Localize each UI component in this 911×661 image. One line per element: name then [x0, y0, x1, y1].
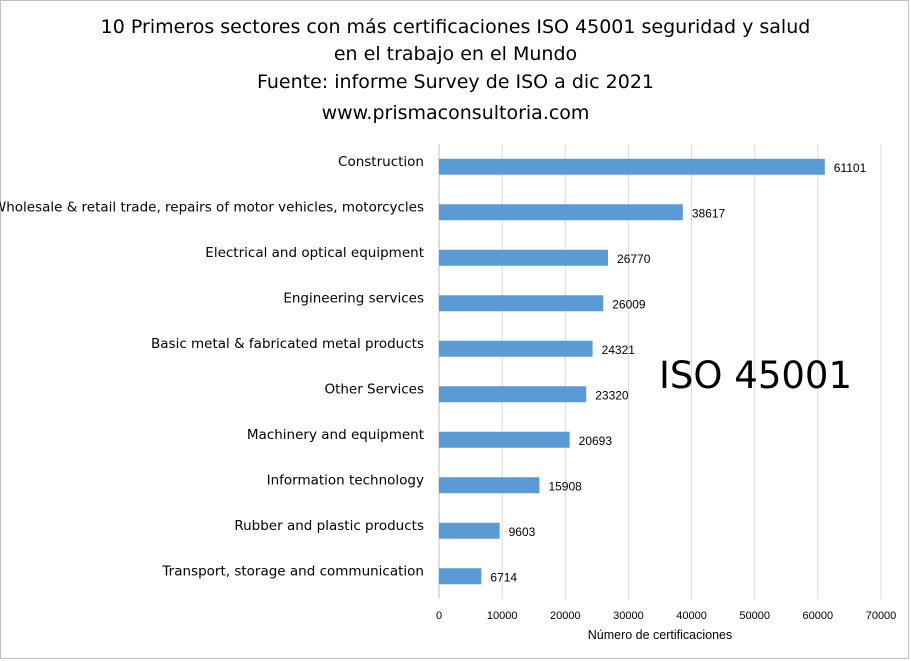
- x-axis-title: Número de certificaciones: [588, 628, 733, 642]
- data-label: 61101: [834, 161, 867, 175]
- data-label: 26009: [612, 297, 646, 311]
- bar: [439, 568, 482, 585]
- iso-annotation: ISO 45001: [659, 354, 852, 397]
- x-tick-label: 0: [436, 610, 442, 622]
- bar: [439, 386, 587, 403]
- x-tick-label: 20000: [550, 610, 581, 622]
- x-tick-label: 30000: [613, 610, 644, 622]
- x-tick-label: 10000: [487, 610, 518, 622]
- data-label: 9603: [509, 525, 536, 539]
- data-label: 15908: [548, 479, 582, 493]
- bar: [439, 295, 604, 312]
- bar: [439, 249, 609, 266]
- category-label: Other Services: [324, 381, 424, 397]
- x-tick-label: 60000: [803, 610, 834, 622]
- category-label: Transport, storage and communication: [161, 563, 424, 579]
- chart-title-line-1: 10 Primeros sectores con más certificaci…: [100, 16, 811, 38]
- x-tick-label: 50000: [739, 610, 770, 622]
- chart-title-line-4: www.prismaconsultoria.com: [321, 102, 590, 124]
- category-label: Rubber and plastic products: [234, 518, 424, 534]
- category-label: Machinery and equipment: [247, 427, 424, 443]
- bar: [439, 477, 540, 494]
- category-label: Wholesale & retail trade, repairs of mot…: [0, 199, 424, 215]
- x-tick-label: 40000: [676, 610, 707, 622]
- data-label: 23320: [595, 388, 629, 402]
- category-label: Construction: [338, 154, 424, 170]
- x-tick-label: 70000: [866, 610, 897, 622]
- bar: [439, 158, 825, 175]
- chart-title-line-2: en el trabajo en el Mundo: [333, 43, 578, 65]
- bar: [439, 522, 500, 539]
- category-label: Basic metal & fabricated metal products: [151, 336, 424, 352]
- data-label: 20693: [579, 434, 613, 448]
- bar: [439, 340, 593, 357]
- data-label: 6714: [490, 570, 517, 584]
- data-label: 24321: [602, 343, 636, 357]
- chart-title-line-3: Fuente: informe Survey de ISO a dic 2021: [256, 71, 655, 93]
- bar: [439, 204, 683, 221]
- bar: [439, 431, 570, 448]
- category-label: Information technology: [267, 472, 424, 488]
- category-label: Engineering services: [283, 290, 424, 306]
- data-label: 38617: [692, 206, 726, 220]
- data-label: 26770: [617, 252, 651, 266]
- category-label: Electrical and optical equipment: [205, 245, 424, 261]
